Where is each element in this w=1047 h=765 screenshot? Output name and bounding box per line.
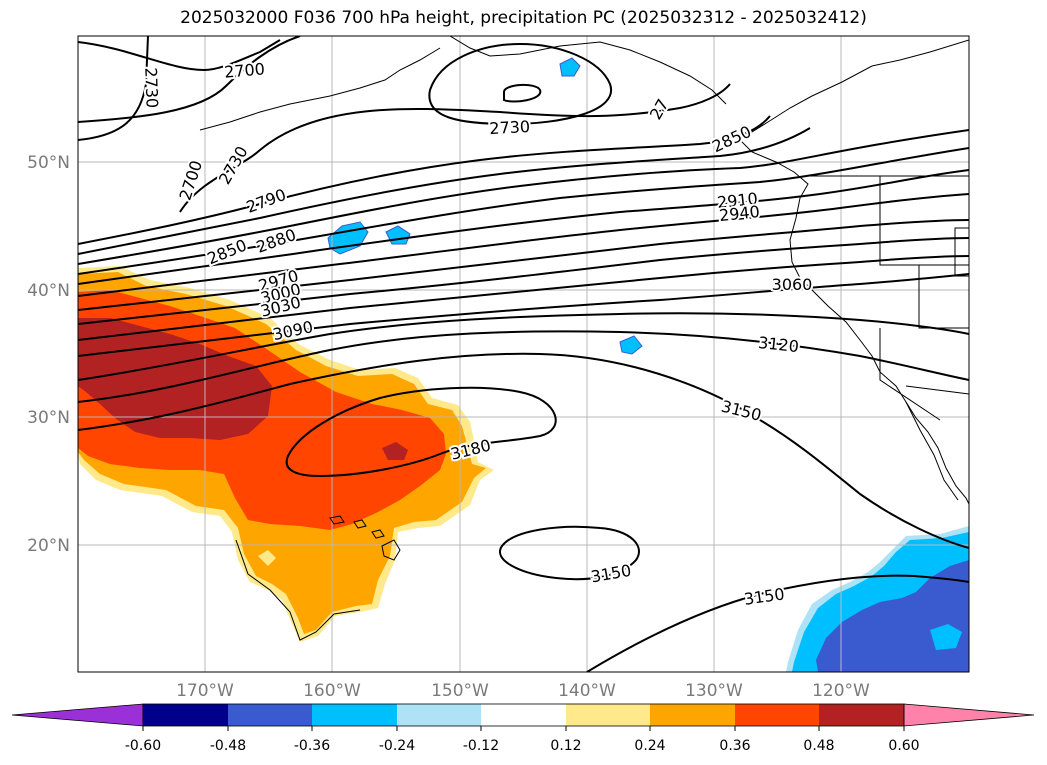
colorbar-tick-label: -0.48 [210, 738, 246, 754]
coastline-hawaii [371, 529, 385, 539]
contour-3060 [78, 273, 969, 357]
border-states [954, 227, 969, 277]
colorbar-tick-label: 0.36 [719, 738, 750, 754]
colorbar-tick-label: -0.36 [294, 738, 330, 754]
contour-2730 [78, 36, 149, 141]
anomaly-blob-3 [559, 57, 581, 77]
colorbar-segment [228, 704, 312, 726]
colorbar-tick-label: 0.12 [550, 738, 581, 754]
contour-2730-upper [179, 83, 731, 213]
contour-3120 [78, 330, 969, 403]
coastline-alaska-islands [449, 36, 727, 105]
contour-label: 2730 [141, 67, 161, 108]
lat-label: 40°N [27, 281, 70, 301]
lon-label: 120°W [812, 681, 870, 701]
contour-label: 3060 [772, 275, 813, 294]
chart-title: 2025032000 F036 700 hPa height, precipit… [180, 8, 867, 28]
graticule [78, 36, 969, 672]
lon-label: 160°W [303, 681, 361, 701]
colorbar-tick-label: -0.24 [379, 738, 415, 754]
anomaly-fill-orange-patch [426, 484, 452, 504]
lat-label: 50°N [27, 153, 70, 173]
border-states [879, 176, 969, 266]
colorbar-tick-label: 0.60 [888, 738, 919, 754]
latitude-labels: 50°N 40°N 30°N 20°N [27, 153, 70, 556]
contour-2970 [78, 219, 969, 311]
anomaly-outline [235, 539, 361, 641]
coastline-hawaii [353, 519, 367, 529]
colorbar: -0.60 -0.48 -0.36 -0.24 -0.12 0.12 0.24 … [11, 703, 1035, 754]
colorbar-segment [735, 704, 819, 726]
coastline-aleutians [199, 47, 441, 131]
contour-label: 2700 [223, 59, 265, 81]
coastline-north-america [739, 39, 969, 505]
contour-2880 [78, 147, 969, 275]
contour-2850 [78, 129, 969, 265]
border-california [879, 328, 941, 421]
contour-3150-lower [586, 574, 969, 672]
lon-label: 150°W [431, 681, 489, 701]
contour-3180 [285, 386, 557, 478]
contour-3000 [78, 237, 969, 325]
contour-3090 [78, 312, 969, 381]
contour-3150-south [499, 525, 640, 581]
anomaly-fill-deep-sky-blue-inner [930, 624, 962, 650]
contour-2730-high [428, 42, 613, 126]
negative-anomaly-region [786, 526, 969, 672]
colorbar-tick-label: 0.48 [803, 738, 834, 754]
contour-label: 2730 [489, 117, 531, 138]
contour-3030 [78, 255, 969, 341]
colorbar-segment [397, 704, 481, 726]
lon-label: 130°W [685, 681, 743, 701]
colorbar-segment [481, 704, 566, 726]
colorbar-frame [142, 703, 905, 727]
contour-3150 [78, 352, 969, 549]
colorbar-segment [650, 704, 735, 726]
lat-label: 30°N [27, 408, 70, 428]
colorbar-segment [819, 704, 904, 726]
lat-label: 20°N [27, 536, 70, 556]
colorbar-tick-label: 0.24 [634, 738, 665, 754]
colorbar-segment [566, 704, 650, 726]
anomaly-blob-4 [619, 335, 643, 355]
colorbar-segment [143, 704, 228, 726]
map-area [78, 36, 969, 672]
colorbar-segment [312, 704, 397, 726]
anomaly-fill-dark-red-small [382, 442, 408, 460]
map-frame [77, 35, 970, 673]
border-states [918, 265, 969, 329]
contour-2940 [78, 193, 969, 297]
contour-2790 [78, 115, 771, 245]
anomaly-fill-royal-blue [816, 560, 969, 672]
contour-2700-high [503, 84, 542, 103]
contour-2820 [78, 127, 811, 255]
contour-2700b [78, 36, 301, 123]
colorbar-tick-label: -0.12 [463, 738, 499, 754]
baja-california [905, 401, 959, 501]
anomaly-fill-dark-red [78, 318, 272, 440]
anomaly-fill-light-yellow-dot [258, 550, 276, 566]
contour-2700 [78, 39, 281, 72]
colorbar-extend-max [903, 703, 1035, 727]
colorbar-tick-label: -0.60 [125, 738, 161, 754]
lon-label: 170°W [176, 681, 234, 701]
colorbar-extend-min [11, 703, 144, 727]
contour-2910 [78, 169, 969, 285]
border-us-mexico [905, 385, 969, 395]
longitude-labels: 170°W 160°W 150°W 140°W 130°W 120°W [176, 681, 870, 701]
coastline-hawaii [381, 539, 401, 561]
lon-label: 140°W [558, 681, 616, 701]
height-contours [78, 36, 969, 672]
coastline-hawaii [329, 515, 345, 525]
coastlines [199, 36, 969, 641]
